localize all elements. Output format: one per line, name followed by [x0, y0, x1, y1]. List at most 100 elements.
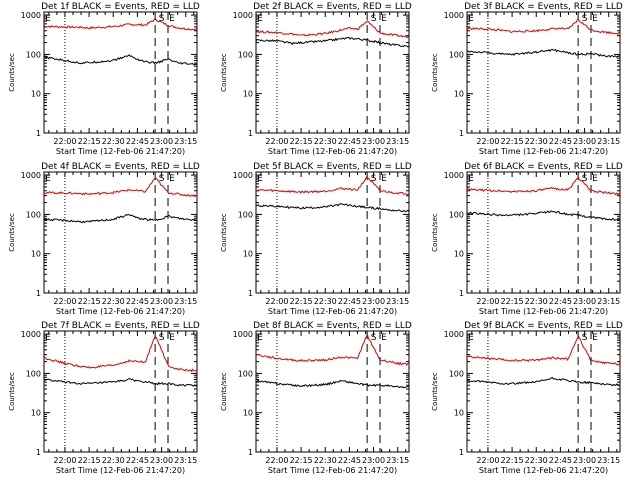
- y-tick-label: 10: [243, 409, 253, 418]
- x-tick-label: 22:30: [314, 297, 337, 306]
- y-tick-label: 100: [26, 210, 41, 219]
- x-tick-label: 22:45: [338, 456, 361, 465]
- y-tick-label: 1000: [444, 171, 464, 180]
- plot-frame: [466, 171, 621, 294]
- x-tick-label: 22:30: [102, 137, 125, 146]
- event-marker-label: S: [582, 14, 588, 24]
- y-tick-label: 1: [459, 289, 464, 298]
- y-tick-label: 10: [243, 90, 253, 99]
- y-tick-label: 10: [31, 250, 41, 259]
- x-tick-label: 22:00: [265, 456, 288, 465]
- y-tick-label: 100: [238, 369, 253, 378]
- x-tick-label: 22:00: [476, 456, 499, 465]
- x-tick-label: 22:00: [53, 137, 76, 146]
- plot-frame: [255, 330, 410, 453]
- panel-title: Det 9f BLACK = Events, RED = LLD: [464, 321, 623, 331]
- x-tick-label: 23:15: [386, 456, 409, 465]
- plot-frame: [466, 11, 621, 134]
- x-tick-label: 22:45: [338, 137, 361, 146]
- event-marker-label: S: [371, 174, 377, 184]
- x-tick-label: 22:15: [78, 297, 101, 306]
- y-axis-label: Counts/sec: [8, 53, 16, 92]
- panel-title: Det 8f BLACK = Events, RED = LLD: [253, 321, 412, 331]
- event-marker-label: E: [169, 174, 175, 184]
- x-tick-label: 23:15: [386, 297, 409, 306]
- event-marker-label: S: [371, 14, 377, 24]
- y-tick-label: 1: [36, 289, 41, 298]
- x-tick-label: 22:00: [265, 297, 288, 306]
- y-tick-label: 10: [454, 250, 464, 259]
- event-marker-label: E: [257, 174, 263, 184]
- x-tick-label: 22:30: [314, 456, 337, 465]
- series-events-line: [43, 54, 198, 66]
- x-tick-label: 22:15: [78, 137, 101, 146]
- event-marker-label: E: [45, 14, 51, 24]
- x-tick-label: 22:00: [476, 137, 499, 146]
- event-marker-label: E: [592, 333, 598, 343]
- y-tick-label: 1: [459, 129, 464, 138]
- x-tick-label: 22:15: [290, 297, 313, 306]
- y-tick-label: 1: [248, 289, 253, 298]
- y-tick-label: 1: [248, 448, 253, 457]
- x-tick-label: 22:00: [53, 456, 76, 465]
- x-tick-label: 22:30: [525, 137, 548, 146]
- x-tick-label: 22:30: [314, 137, 337, 146]
- event-marker-label: E: [381, 174, 387, 184]
- x-axis-label: Start Time (12-Feb-06 21:47:20): [268, 147, 397, 156]
- series-lld-line: [255, 20, 410, 39]
- series-events-line: [466, 210, 621, 222]
- series-lld-line: [43, 177, 198, 198]
- event-marker-label: E: [257, 14, 263, 24]
- event-marker-label: E: [257, 333, 263, 343]
- x-tick-label: 23:15: [174, 456, 197, 465]
- plot-frame: [43, 330, 198, 453]
- x-tick-label: 23:00: [573, 456, 596, 465]
- y-axis-label: Counts/sec: [431, 213, 439, 252]
- x-tick-label: 22:15: [501, 137, 524, 146]
- panel-det-3: Det 3f BLACK = Events, RED = LLD 1 10 100 10…: [431, 2, 623, 156]
- x-tick-label: 22:30: [525, 456, 548, 465]
- panel-det-5: Det 5f BLACK = Events, RED = LLD 1 10 100 10…: [220, 162, 412, 316]
- x-tick-label: 23:15: [386, 137, 409, 146]
- x-axis-label: Start Time (12-Feb-06 21:47:20): [268, 307, 397, 316]
- y-tick-label: 1000: [444, 11, 464, 20]
- y-tick-label: 1000: [233, 171, 253, 180]
- x-axis-label: Start Time (12-Feb-06 21:47:20): [56, 307, 185, 316]
- y-axis-label: Counts/sec: [220, 53, 228, 92]
- y-tick-label: 10: [31, 409, 41, 418]
- x-tick-label: 22:15: [501, 456, 524, 465]
- y-axis-label: Counts/sec: [8, 213, 16, 252]
- x-tick-label: 23:15: [174, 137, 197, 146]
- x-tick-label: 22:15: [290, 137, 313, 146]
- x-tick-label: 22:15: [501, 297, 524, 306]
- event-marker-label: E: [592, 14, 598, 24]
- x-tick-label: 23:00: [362, 137, 385, 146]
- panel-title: Det 2f BLACK = Events, RED = LLD: [253, 2, 412, 12]
- y-axis-label: Counts/sec: [220, 213, 228, 252]
- x-tick-label: 23:15: [597, 456, 620, 465]
- y-tick-label: 100: [26, 50, 41, 59]
- event-marker-label: E: [468, 333, 474, 343]
- panel-det-9: Det 9f BLACK = Events, RED = LLD 1 10 100 10…: [431, 321, 623, 475]
- y-tick-label: 1: [459, 448, 464, 457]
- event-marker-label: E: [169, 333, 175, 343]
- event-marker-label: S: [159, 14, 165, 24]
- series-lld-line: [255, 333, 410, 366]
- x-tick-label: 22:30: [102, 456, 125, 465]
- x-tick-label: 22:00: [265, 137, 288, 146]
- series-events-line: [255, 36, 410, 48]
- x-tick-label: 23:15: [174, 297, 197, 306]
- x-axis-label: Start Time (12-Feb-06 21:47:20): [479, 147, 608, 156]
- y-axis-label: Counts/sec: [431, 53, 439, 92]
- series-lld-line: [43, 336, 198, 373]
- y-axis-label: Counts/sec: [8, 372, 16, 411]
- y-tick-label: 10: [454, 90, 464, 99]
- x-tick-label: 22:00: [53, 297, 76, 306]
- x-tick-label: 22:45: [549, 297, 572, 306]
- y-tick-label: 1000: [233, 330, 253, 339]
- y-tick-label: 1000: [21, 11, 41, 20]
- series-events-line: [43, 213, 198, 224]
- event-marker-label: E: [468, 174, 474, 184]
